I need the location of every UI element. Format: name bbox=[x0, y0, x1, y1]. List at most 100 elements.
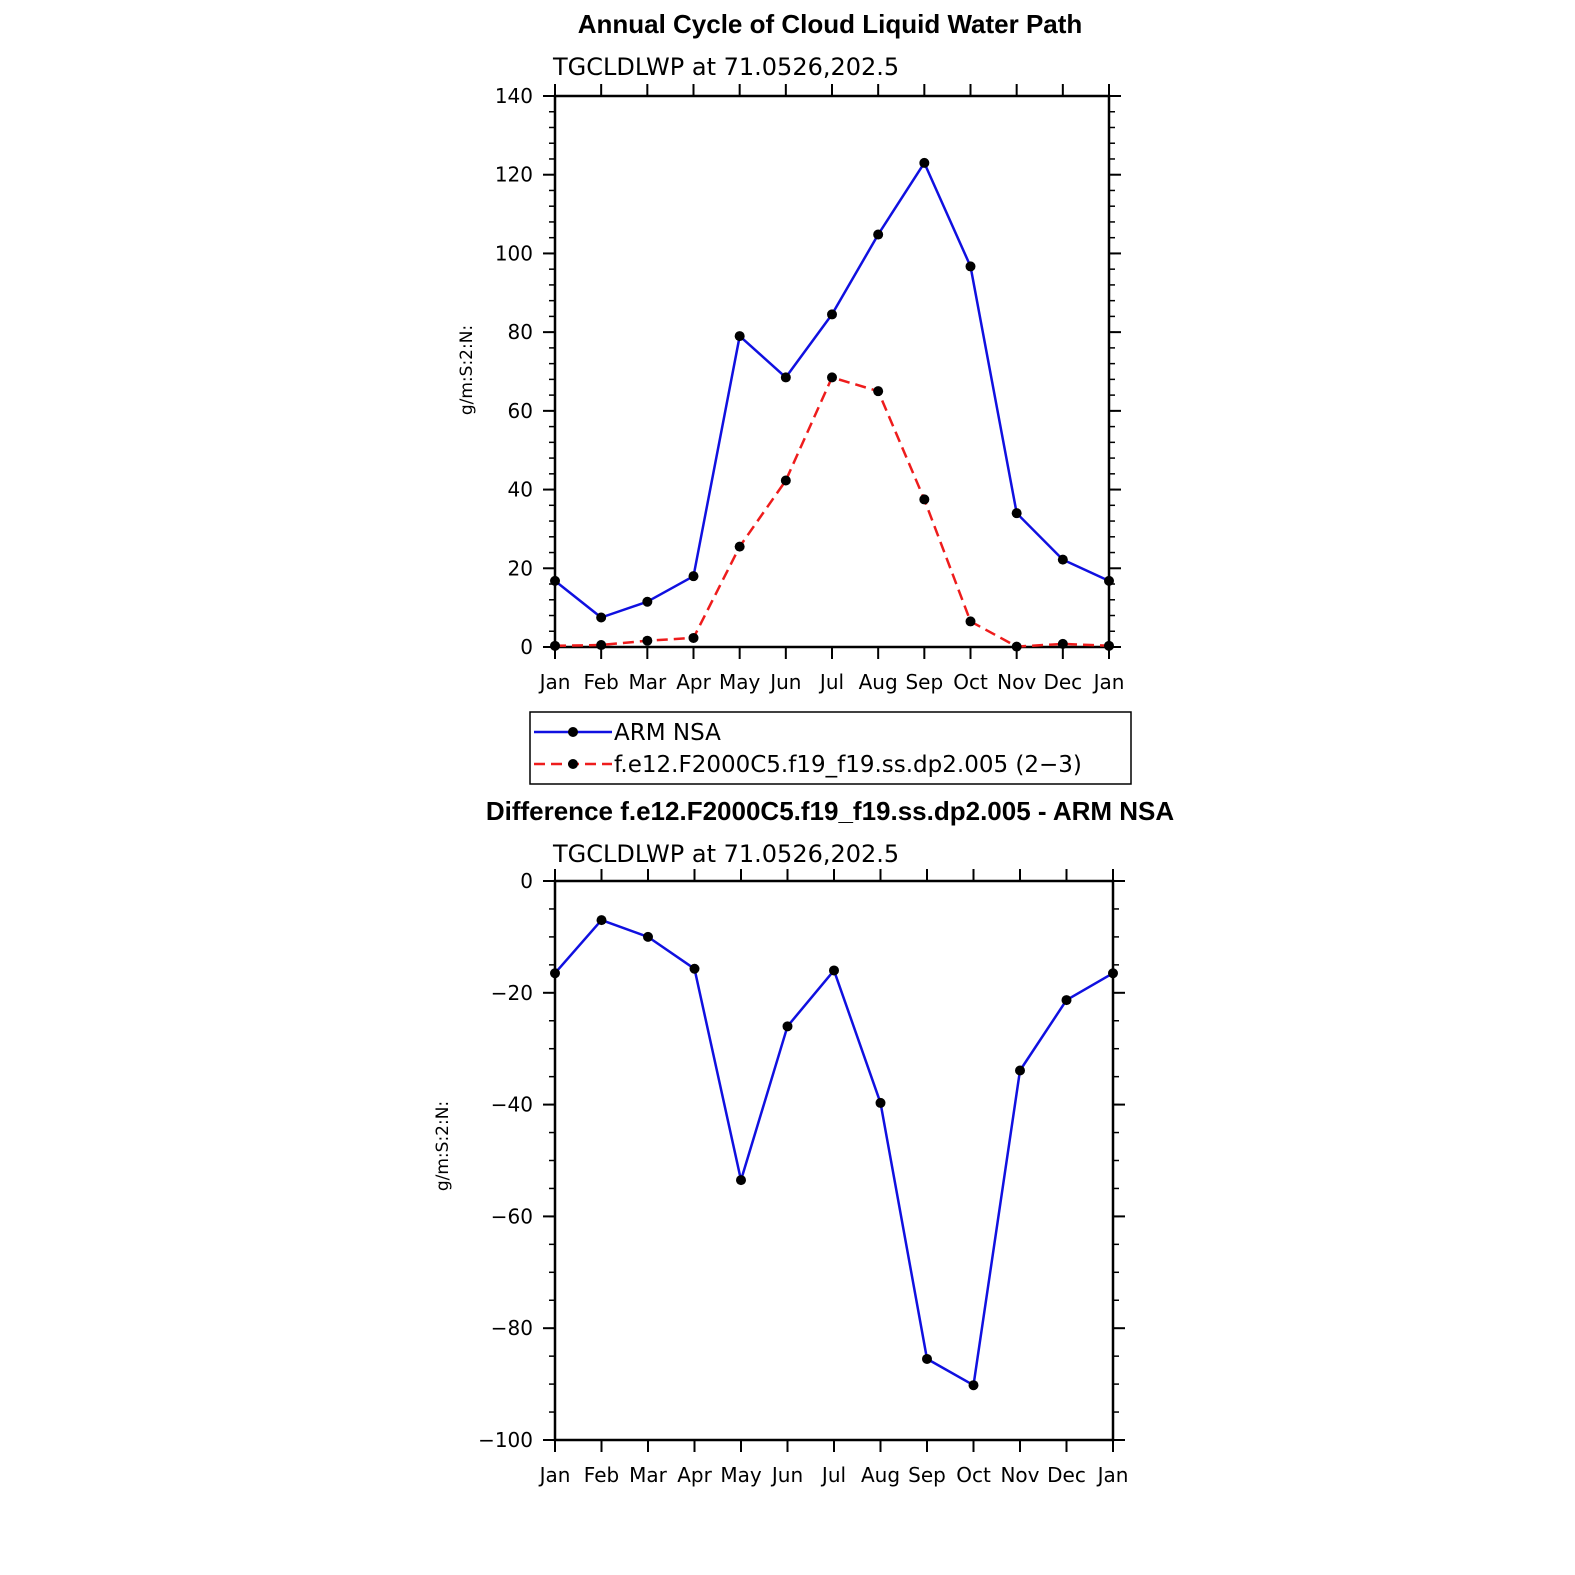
chart2-x-tick-label: Dec bbox=[1047, 1463, 1086, 1487]
chart2-x-tick-label: Jan bbox=[538, 1463, 571, 1487]
chart1-series-0-point bbox=[596, 612, 607, 623]
legend-marker-arm-nsa bbox=[568, 727, 578, 737]
chart2-series-0-point bbox=[550, 968, 560, 979]
chart1-y-tick-label: 140 bbox=[495, 84, 533, 108]
chart1-y-tick-label: 100 bbox=[495, 241, 533, 265]
chart1-y-tick-label: 40 bbox=[508, 478, 533, 502]
chart1-plot-area: Jan Feb Mar Apr May Jun Jul Aug Sep Oct Nov Dec Jan0… bbox=[495, 84, 1125, 694]
legend-entry-arm-nsa: ARM NSA bbox=[534, 720, 721, 746]
legend-marker-model bbox=[568, 759, 578, 769]
chart2-x-tick-label: Nov bbox=[1000, 1463, 1039, 1487]
chart1-series-1-point bbox=[596, 640, 607, 651]
chart1-series-1-point bbox=[688, 632, 699, 643]
chart2-series-0-point bbox=[689, 963, 700, 974]
chart1-series-1-point bbox=[1057, 638, 1068, 649]
chart1-series-0-point bbox=[1104, 575, 1114, 586]
chart2-series-0-line bbox=[554, 918, 1114, 1387]
chart2-subtitle: TGCLDLWP at 71.0526,202.5 bbox=[552, 840, 899, 868]
chart2-x-tick-label: Sep bbox=[908, 1463, 946, 1487]
chart2-series-0-point bbox=[1061, 995, 1072, 1006]
chart1-series-1-point bbox=[965, 616, 976, 627]
chart2-x-tick-label: Jun bbox=[770, 1463, 803, 1487]
chart2-series-0-point bbox=[922, 1353, 932, 1364]
chart2-x-tick-label: Jan bbox=[1096, 1463, 1129, 1487]
chart1-series-0-point bbox=[780, 372, 791, 383]
chart1-series-1-point bbox=[1011, 641, 1022, 652]
chart1-series-0-point bbox=[688, 571, 699, 582]
chart2-frame bbox=[553, 879, 1115, 1442]
legend-label-model: f.e12.F2000C5.f19_f19.ss.dp2.005 (2−3) bbox=[614, 752, 1082, 778]
chart2-plot-area: Jan Feb Mar Apr May Jun Jul Aug Sep Oct Nov Dec Jan−… bbox=[478, 869, 1128, 1487]
chart1-x-tick-label: Dec bbox=[1043, 670, 1082, 694]
chart1-subtitle: TGCLDLWP at 71.0526,202.5 bbox=[552, 53, 899, 81]
chart2-series-0-point bbox=[736, 1175, 746, 1186]
chart1-series-1-point bbox=[780, 475, 791, 486]
chart2-series-0-point bbox=[875, 1097, 886, 1108]
legend-entry-model: f.e12.F2000C5.f19_f19.ss.dp2.005 (2−3) bbox=[534, 752, 1082, 778]
chart1-series-0-point bbox=[919, 157, 930, 168]
chart1-series-0-point bbox=[1011, 508, 1022, 519]
chart1-series-1-point bbox=[919, 494, 930, 505]
chart1-series-0-point bbox=[734, 331, 745, 342]
chart2-y-tick-label: −20 bbox=[491, 981, 533, 1005]
chart1-series-1-point bbox=[642, 635, 653, 646]
chart2-y-tick-label: −100 bbox=[478, 1428, 533, 1452]
chart1-x-tick-label: Feb bbox=[583, 670, 618, 694]
legend-label-arm-nsa: ARM NSA bbox=[614, 720, 721, 746]
chart2-x-tick-label: Mar bbox=[629, 1463, 668, 1487]
chart2-series-0-point bbox=[1015, 1065, 1025, 1076]
chart2-x-tick-label: Apr bbox=[677, 1463, 712, 1487]
chart2-x-tick-label: May bbox=[720, 1463, 762, 1487]
chart1-x-tick-label: Jan bbox=[538, 670, 571, 694]
chart1-series-0-point bbox=[873, 229, 884, 240]
chart2-series-0-point bbox=[1108, 968, 1118, 979]
chart1-y-tick-label: 80 bbox=[508, 320, 533, 344]
chart2-x-tick-label: Aug bbox=[861, 1463, 900, 1487]
chart1-x-tick-label: Mar bbox=[628, 670, 667, 694]
chart1-x-tick-label: Jul bbox=[818, 670, 844, 694]
chart1-y-tick-label: 60 bbox=[508, 399, 533, 423]
legend-box bbox=[529, 711, 1132, 785]
chart1-y-axis-label: g/m:S:2:N: bbox=[457, 325, 477, 415]
chart1-series-0-point bbox=[965, 261, 976, 272]
chart1-x-tick-label: Oct bbox=[953, 670, 988, 694]
chart1-y-tick-label: 120 bbox=[495, 163, 533, 187]
chart1-series-1-point bbox=[734, 541, 745, 552]
chart2-series-0-point bbox=[968, 1380, 979, 1391]
chart1-x-tick-label: Aug bbox=[859, 670, 898, 694]
chart1-series-0-point bbox=[642, 596, 653, 607]
chart1-series-1-point bbox=[1104, 640, 1114, 651]
chart1-x-tick-label: Nov bbox=[997, 670, 1036, 694]
chart1-series-1-point bbox=[550, 640, 560, 651]
chart1-series-0-point bbox=[827, 309, 837, 320]
chart2-y-tick-label: 0 bbox=[520, 869, 533, 893]
chart1-series-1-point bbox=[873, 386, 884, 397]
chart1-series-0-point bbox=[550, 575, 560, 586]
chart1-series-1-point bbox=[827, 372, 837, 383]
chart2-series-0-point bbox=[782, 1021, 793, 1032]
chart2-y-axis-label: g/m:S:2:N: bbox=[433, 1101, 453, 1191]
chart1-series-1-line bbox=[554, 376, 1110, 648]
chart1-y-tick-label: 20 bbox=[508, 556, 533, 580]
chart1-y-tick-label: 0 bbox=[520, 635, 533, 659]
chart2-series-0-point bbox=[596, 915, 607, 926]
chart2-x-tick-label: Jul bbox=[820, 1463, 846, 1487]
chart1-series-0-line bbox=[554, 161, 1110, 619]
chart2-y-tick-label: −60 bbox=[491, 1204, 533, 1228]
chart2-series-0-point bbox=[643, 931, 653, 942]
chart2-title: Difference f.e12.F2000C5.f19_f19.ss.dp2.… bbox=[486, 796, 1175, 826]
chart1-x-tick-label: Sep bbox=[905, 670, 943, 694]
chart1-x-tick-label: Jun bbox=[768, 670, 801, 694]
chart2-y-tick-label: −80 bbox=[491, 1316, 533, 1340]
chart1-frame bbox=[553, 94, 1111, 649]
chart2-series-0-point bbox=[829, 965, 839, 976]
chart1-series-0-point bbox=[1057, 554, 1068, 565]
chart1-title: Annual Cycle of Cloud Liquid Water Path bbox=[578, 9, 1083, 39]
chart2-x-tick-label: Oct bbox=[956, 1463, 991, 1487]
chart1-x-tick-label: Jan bbox=[1092, 670, 1125, 694]
chart1-x-tick-label: Apr bbox=[676, 670, 711, 694]
chart1-x-tick-label: May bbox=[719, 670, 761, 694]
chart2-x-tick-label: Feb bbox=[584, 1463, 619, 1487]
chart1-legend: ARM NSA f.e12.F2000C5.f19_f19.ss.dp2.005… bbox=[529, 711, 1132, 785]
